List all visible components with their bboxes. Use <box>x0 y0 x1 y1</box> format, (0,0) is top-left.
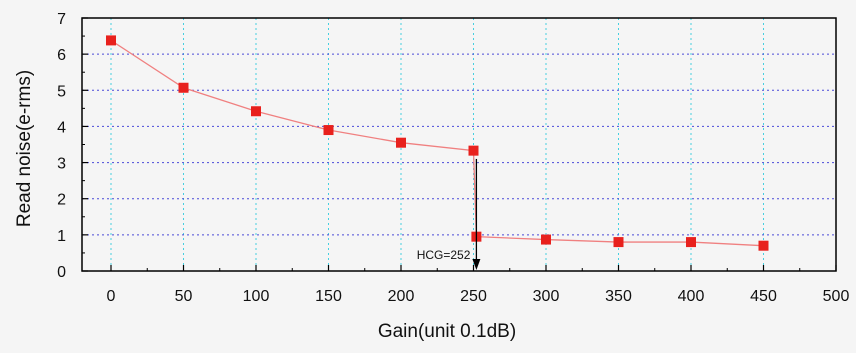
grid <box>82 18 836 271</box>
x-tick-label: 500 <box>823 288 850 305</box>
x-tick-label: 350 <box>605 288 632 305</box>
data-point <box>323 125 334 136</box>
y-tick-label: 6 <box>57 47 66 64</box>
hcg-annotation: HCG=252 <box>417 248 471 262</box>
y-tick-label: 4 <box>57 119 66 136</box>
data-point <box>396 137 406 148</box>
x-tick-label: 300 <box>533 288 560 305</box>
series <box>106 35 769 251</box>
x-axis-label: Gain(unit 0.1dB) <box>378 321 516 342</box>
y-tick-label: 3 <box>57 156 66 173</box>
data-point <box>106 35 116 46</box>
y-tick-label: 2 <box>57 192 66 209</box>
axis-ticks: 0 50 100 150 200 250 300 350 400 450 500 0 1 2 3 4 5 6 7 <box>57 11 849 305</box>
x-tick-label: 400 <box>678 288 705 305</box>
x-tick-label: 150 <box>315 288 342 305</box>
data-point <box>686 237 696 248</box>
data-point <box>613 237 624 248</box>
x-tick-label: 250 <box>460 288 487 305</box>
data-point <box>758 240 769 251</box>
y-tick-label: 0 <box>57 264 66 281</box>
y-tick-label: 1 <box>57 228 66 245</box>
x-tick-label: 200 <box>388 288 415 305</box>
x-tick-label: 0 <box>107 288 116 305</box>
annotation-group: HCG=252 <box>417 158 481 270</box>
x-tick-label: 50 <box>175 288 193 305</box>
y-axis-label: Read noise(e-rms) <box>14 70 35 227</box>
hcg-arrowhead <box>472 259 481 270</box>
x-tick-label: 450 <box>750 288 777 305</box>
y-tick-label: 5 <box>57 83 66 100</box>
series-line <box>110 39 764 247</box>
x-tick-label: 100 <box>243 288 270 305</box>
data-point <box>541 234 551 245</box>
data-point <box>251 106 261 117</box>
data-point <box>468 145 479 156</box>
plot-frame <box>81 17 837 272</box>
y-tick-label: 7 <box>57 11 66 28</box>
data-point <box>178 82 189 93</box>
